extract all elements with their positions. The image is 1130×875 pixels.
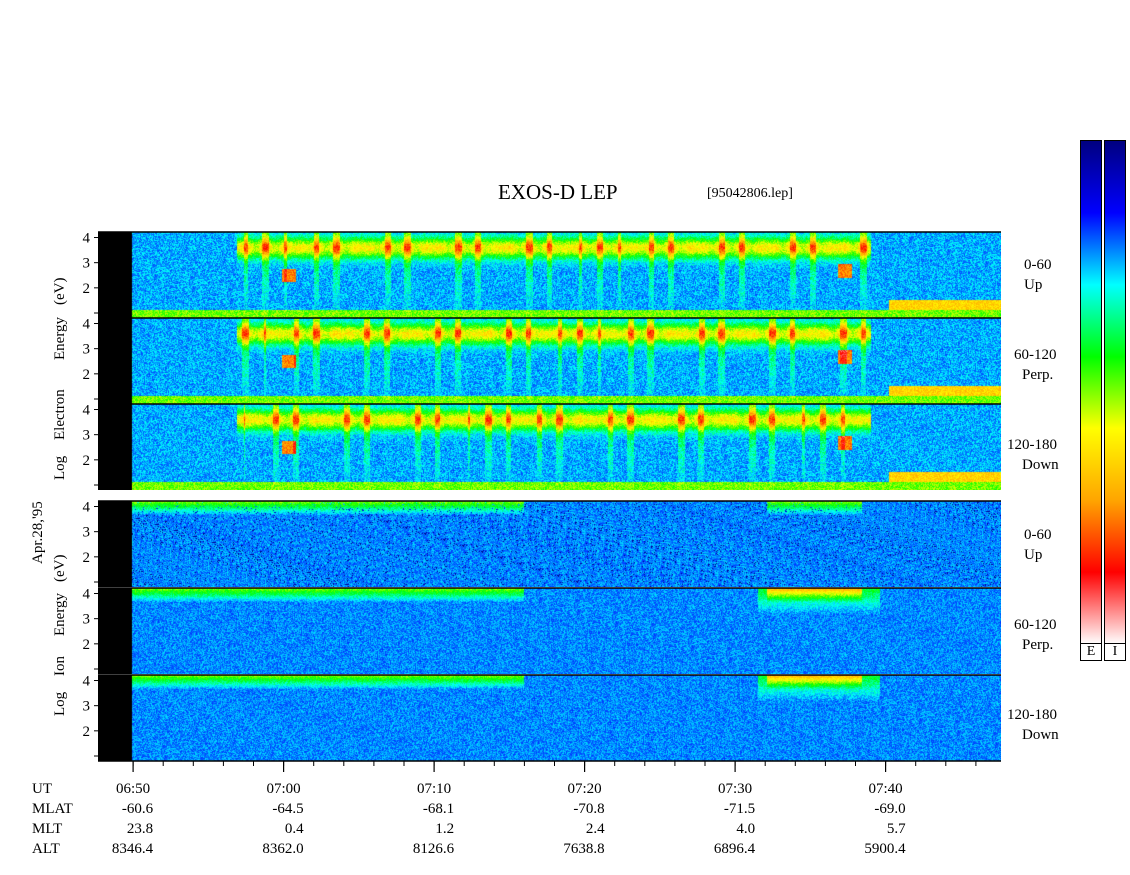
pitch-label-e-up: 0-60 — [1024, 257, 1052, 273]
mlat-value: -68.1 — [422, 801, 455, 817]
mlat-value: -70.8 — [573, 801, 605, 817]
y-tick-label: 2 — [83, 724, 91, 740]
spectrogram-ion-down — [98, 675, 1001, 761]
y-tick-label: 4 — [83, 403, 91, 419]
mlat-label: MLAT — [32, 801, 73, 817]
x-tick-label-0: 06:50 — [116, 781, 150, 797]
dir-label-i-up: Up — [1024, 547, 1043, 563]
x-tick-label-2: 07:10 — [417, 781, 451, 797]
y-tick-label: 3 — [83, 525, 91, 541]
mlat-value: -71.5 — [723, 801, 756, 817]
alt-value: 7638.8 — [563, 841, 605, 857]
mlt-value: 5.7 — [886, 821, 906, 837]
y-tick-label: 3 — [83, 428, 91, 444]
alt-value: 8126.6 — [412, 841, 455, 857]
mlat-value: -64.5 — [272, 801, 304, 817]
alt-value: 8346.4 — [111, 841, 154, 857]
dir-label-i-perp: Perp. — [1022, 637, 1054, 653]
mlt-value: 2.4 — [585, 821, 605, 837]
spectrogram-ion-perp — [98, 588, 1001, 674]
pitch-label-e-perp: 60-120 — [1014, 347, 1057, 363]
y-tick-label: 2 — [83, 453, 91, 469]
pitch-label-e-down: 120-180 — [1007, 437, 1057, 453]
colorbar-tag-ion: I — [1104, 643, 1126, 661]
y-tick-label: 2 — [83, 281, 91, 297]
dir-label-e-perp: Perp. — [1022, 367, 1054, 383]
y-tick-label: 4 — [83, 317, 91, 333]
panel-electron-down — [98, 404, 1001, 490]
ut-label: UT — [32, 781, 52, 797]
y-tick-label: 2 — [83, 637, 91, 653]
y-tick-label: 3 — [83, 612, 91, 628]
x-tick-label-4: 07:30 — [718, 781, 752, 797]
x-tick-label-5: 07:40 — [869, 781, 903, 797]
spectrogram-electron-up — [98, 232, 1001, 318]
panel-ion-up — [98, 501, 1001, 587]
spectrogram-ion-up — [98, 501, 1001, 587]
x-tick-label-3: 07:20 — [568, 781, 602, 797]
mlt-value: 0.4 — [284, 821, 304, 837]
y-tick-label: 2 — [83, 550, 91, 566]
x-tick-label-1: 07:00 — [267, 781, 301, 797]
panel-electron-perp — [98, 318, 1001, 404]
dir-label-e-down: Down — [1022, 457, 1059, 473]
pitch-label-i-up: 0-60 — [1024, 527, 1052, 543]
alt-value: 8362.0 — [262, 841, 304, 857]
alt-label: ALT — [32, 841, 60, 857]
mlat-value: -60.6 — [121, 801, 154, 817]
y-tick-label: 4 — [83, 500, 91, 516]
mlt-value: 23.8 — [126, 821, 154, 837]
spectrogram-electron-perp — [98, 318, 1001, 404]
pitch-label-i-down: 120-180 — [1007, 707, 1057, 723]
y-tick-label: 3 — [83, 256, 91, 272]
dir-label-e-up: Up — [1024, 277, 1043, 293]
spectrogram-electron-down — [98, 404, 1001, 490]
y-tick-label: 3 — [83, 699, 91, 715]
mlat-value: -69.0 — [874, 801, 906, 817]
mlt-value: 4.0 — [736, 821, 756, 837]
dir-label-i-down: Down — [1022, 727, 1059, 743]
colorbar-tag-electron: E — [1080, 643, 1102, 661]
y-tick-label: 4 — [83, 587, 91, 603]
panel-ion-down — [98, 675, 1001, 761]
chart-title: EXOS-D LEP — [498, 180, 618, 204]
panel-ion-perp — [98, 588, 1001, 674]
mlt-value: 1.2 — [435, 821, 455, 837]
mlt-label: MLT — [32, 821, 63, 837]
file-name: [95042806.lep] — [707, 186, 793, 201]
alt-value: 6896.4 — [713, 841, 756, 857]
y-tick-label: 4 — [83, 674, 91, 690]
panel-electron-up — [98, 232, 1001, 318]
y-tick-label: 2 — [83, 367, 91, 383]
y-tick-label: 4 — [83, 231, 91, 247]
pitch-label-i-perp: 60-120 — [1014, 617, 1057, 633]
y-tick-label: 3 — [83, 342, 91, 358]
alt-value: 5900.4 — [864, 841, 906, 857]
